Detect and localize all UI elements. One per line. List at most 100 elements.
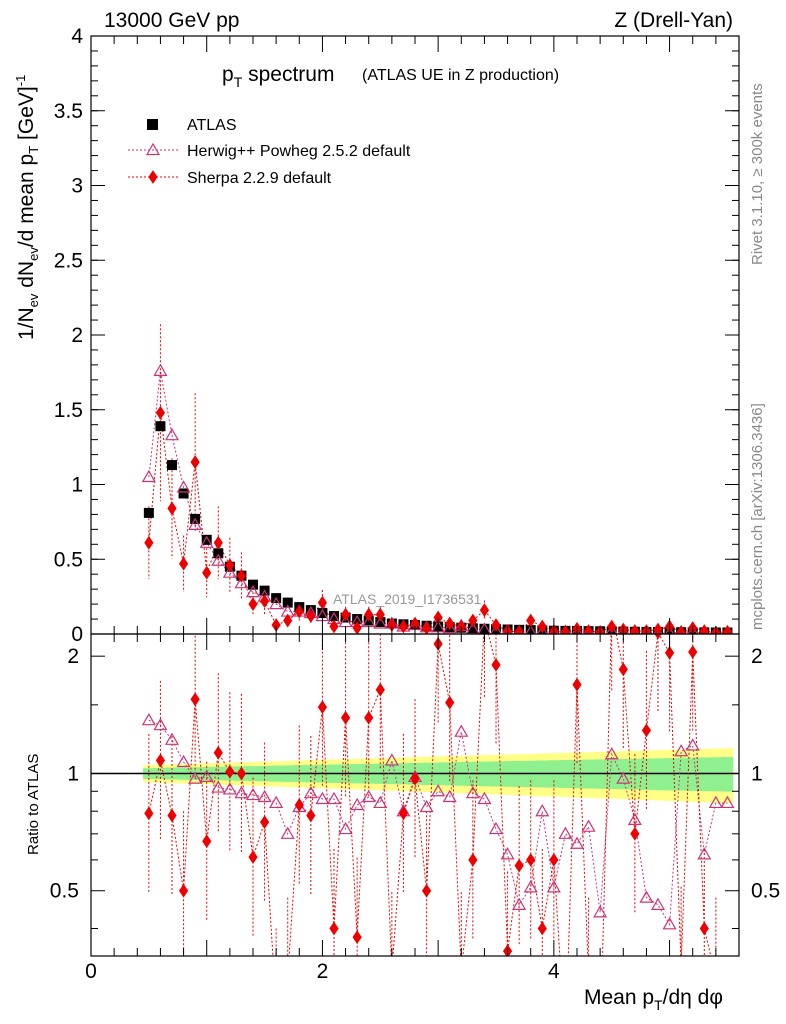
sherpa-point xyxy=(699,624,709,634)
sherpa-ratio-point xyxy=(572,677,582,692)
sherpa-point xyxy=(352,621,362,634)
herwig-ratio-point xyxy=(639,890,654,903)
herwig-point xyxy=(687,624,698,634)
rivet-label: Rivet 3.1.10, ≥ 300k events xyxy=(749,83,766,265)
sherpa-ratio-point xyxy=(388,966,396,978)
herwig-ratio-point xyxy=(245,787,261,801)
ylab-sup: -1 xyxy=(13,75,28,87)
y-tick-label: 4 xyxy=(71,25,83,48)
herwig-ratio-point xyxy=(442,789,457,803)
sherpa-ratio-point xyxy=(537,921,547,936)
herwig-ratio-point xyxy=(431,784,446,797)
herwig-point xyxy=(665,626,675,634)
sherpa-point xyxy=(421,621,432,634)
herwig-point xyxy=(571,624,583,634)
sherpa-ratio-point xyxy=(421,883,432,898)
atlas-point xyxy=(282,597,293,608)
herwig-point xyxy=(222,565,237,578)
herwig-ratio-point xyxy=(384,753,399,766)
legend: ATLAS Herwig++ Powheg 2.5.2 default Sherpa… xyxy=(128,117,411,187)
legend-label: ATLAS xyxy=(187,117,237,134)
sherpa-ratio-point xyxy=(526,852,536,867)
herwig-ratio-point xyxy=(558,826,573,839)
atlas-point xyxy=(352,614,363,625)
sherpa-ratio-point xyxy=(688,645,698,659)
atlas-point xyxy=(143,507,154,518)
process-label: Z (Drell-Yan) xyxy=(614,9,733,32)
sherpa-point xyxy=(248,597,258,612)
sherpa-point xyxy=(479,603,490,617)
ylab-b: dN xyxy=(15,261,38,294)
ylab-d: [GeV] xyxy=(15,86,38,146)
herwig-ratio-point xyxy=(593,905,608,918)
legend-marker-atlas xyxy=(147,119,158,130)
herwig-ratio-point xyxy=(500,847,515,860)
sherpa-ratio-point xyxy=(340,710,351,725)
sherpa-point xyxy=(722,624,733,634)
atlas-point xyxy=(248,579,258,590)
xlab-a: Mean p xyxy=(584,986,654,1009)
sherpa-ratio-point xyxy=(329,921,339,936)
sherpa-ratio-point xyxy=(202,834,212,849)
herwig-ratio-line xyxy=(148,719,728,926)
y-tick-label: 1 xyxy=(71,474,83,497)
sherpa-point xyxy=(583,624,594,634)
herwig-ratio-point xyxy=(164,732,180,745)
legend-marker-sherpa xyxy=(148,170,158,184)
atlas-point xyxy=(467,623,478,634)
sherpa-ratio-point xyxy=(398,806,409,821)
herwig-ratio-point xyxy=(581,819,596,832)
herwig-point xyxy=(525,624,536,634)
herwig-ratio-point xyxy=(454,724,469,737)
sherpa-point xyxy=(178,556,189,571)
sherpa-point xyxy=(329,619,339,634)
herwig-point xyxy=(211,553,226,566)
herwig-ratio-point xyxy=(465,785,480,799)
atlas-point xyxy=(155,421,166,432)
herwig-ratio-point xyxy=(303,785,318,799)
herwig-ratio-point xyxy=(569,836,585,849)
herwig-ratio-point xyxy=(697,847,712,860)
sherpa-point xyxy=(375,607,385,622)
plot-title-rest: spectrum xyxy=(242,63,334,86)
herwig-ratio-point xyxy=(141,712,156,726)
herwig-point xyxy=(269,596,284,610)
plot-title-p: p xyxy=(222,63,234,86)
herwig-point xyxy=(164,427,180,441)
herwig-ratio-point xyxy=(222,782,237,795)
sherpa-ratio-point xyxy=(375,682,385,697)
atlas-point xyxy=(317,608,328,619)
herwig-ratio-point xyxy=(338,821,353,835)
sherpa-point xyxy=(676,625,686,634)
herwig-point xyxy=(536,624,548,634)
energy-label: 13000 GeV pp xyxy=(104,9,239,32)
legend-label: Herwig++ Powheg 2.5.2 default xyxy=(187,143,411,160)
analysis-watermark: ATLAS_2019_I1736531 xyxy=(333,591,482,607)
y-tick-label: 0 xyxy=(71,623,83,646)
herwig-ratio-point xyxy=(546,880,561,893)
y-tick-label: 2.5 xyxy=(54,249,83,272)
herwig-ratio-point xyxy=(685,738,700,751)
sherpa-point xyxy=(560,624,571,634)
sherpa-point xyxy=(340,607,351,622)
herwig-ratio-point xyxy=(604,747,619,760)
x-tick-label: 0 xyxy=(85,960,97,983)
ylab-sub1: ev xyxy=(26,293,41,307)
herwig-ratio-point xyxy=(188,771,203,784)
sherpa-ratio-point xyxy=(457,966,465,978)
sherpa-point xyxy=(236,568,247,583)
herwig-ratio-point xyxy=(326,791,342,805)
herwig-ratio-point xyxy=(269,795,284,809)
sherpa-ratio-point xyxy=(468,852,478,867)
y-axis-label-ratio: Ratio to ATLAS xyxy=(25,754,42,855)
ratio-y-tick-label: 1 xyxy=(67,762,79,785)
ratio-y-tick-label: 0.5 xyxy=(50,880,79,903)
sherpa-ratio-point xyxy=(664,645,675,660)
herwig-point xyxy=(442,620,457,634)
ratio-plot-area xyxy=(141,634,735,978)
sherpa-ratio-point xyxy=(654,634,662,640)
sherpa-ratio-point xyxy=(306,808,316,823)
sherpa-point xyxy=(653,622,663,634)
herwig-point xyxy=(234,575,249,589)
